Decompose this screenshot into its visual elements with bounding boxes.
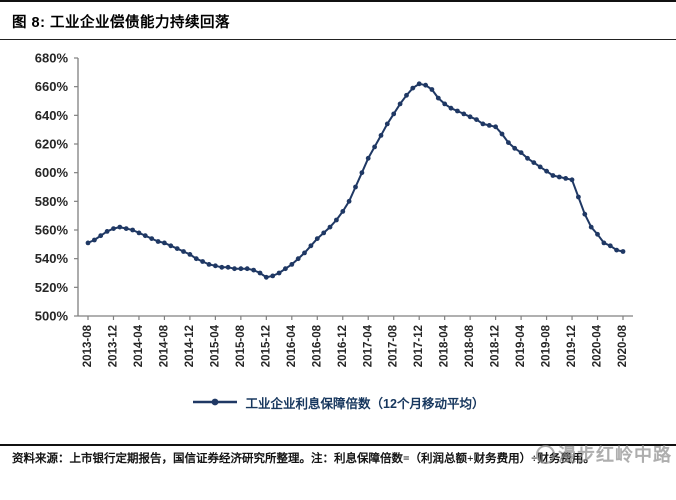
- chart-area: 500% 520% 540% 560% 580% 600% 620% 640% 660% 680%…: [0, 40, 676, 388]
- svg-text:2013-12: 2013-12: [108, 325, 120, 367]
- svg-text:2015-12: 2015-12: [260, 325, 272, 367]
- svg-text:2014-12: 2014-12: [184, 325, 196, 367]
- svg-text:540%: 540%: [35, 251, 69, 266]
- source-divider-rule: [0, 444, 676, 446]
- svg-text:520%: 520%: [35, 280, 69, 295]
- svg-text:2014-04: 2014-04: [133, 324, 145, 367]
- svg-text:2018-04: 2018-04: [439, 324, 451, 367]
- svg-text:2019-04: 2019-04: [515, 324, 527, 367]
- svg-text:620%: 620%: [35, 137, 69, 152]
- svg-text:2014-08: 2014-08: [158, 324, 170, 367]
- svg-text:580%: 580%: [35, 194, 69, 209]
- svg-text:2018-12: 2018-12: [490, 325, 502, 367]
- chart-legend: 工业企业利息保障倍数（12个月移动平均）: [0, 392, 676, 412]
- svg-text:2016-04: 2016-04: [286, 324, 298, 367]
- figure-title: 图 8: 工业企业偿债能力持续回落: [12, 15, 230, 31]
- svg-text:2019-08: 2019-08: [541, 324, 553, 367]
- svg-text:2019-12: 2019-12: [566, 325, 578, 367]
- legend-line-icon: [192, 398, 237, 406]
- svg-text:600%: 600%: [35, 165, 69, 180]
- svg-text:2020-08: 2020-08: [617, 324, 629, 367]
- svg-text:2016-08: 2016-08: [311, 324, 323, 367]
- svg-text:2013-08: 2013-08: [82, 324, 94, 367]
- line-chart: 500% 520% 540% 560% 580% 600% 620% 640% 660% 680%…: [35, 51, 633, 367]
- svg-text:2017-12: 2017-12: [413, 325, 425, 367]
- svg-text:660%: 660%: [35, 79, 69, 94]
- top-border-rule: [0, 0, 676, 2]
- svg-text:2015-08: 2015-08: [235, 324, 247, 367]
- legend-label: 工业企业利息保障倍数（12个月移动平均）: [245, 396, 485, 411]
- title-divider-rule: [0, 39, 676, 40]
- svg-text:2017-08: 2017-08: [388, 324, 400, 367]
- source-note: 资料来源：上市银行定期报告，国信证券经济研究所整理。注：利息保障倍数=（利润总额…: [12, 453, 595, 465]
- svg-text:500%: 500%: [35, 309, 69, 324]
- svg-text:680%: 680%: [35, 51, 69, 66]
- svg-text:560%: 560%: [35, 223, 69, 238]
- svg-text:2015-04: 2015-04: [209, 324, 221, 367]
- svg-text:2017-04: 2017-04: [362, 324, 374, 367]
- svg-text:2016-12: 2016-12: [337, 325, 349, 367]
- svg-text:640%: 640%: [35, 108, 69, 123]
- svg-text:2018-08: 2018-08: [464, 324, 476, 367]
- svg-text:2020-04: 2020-04: [592, 324, 604, 367]
